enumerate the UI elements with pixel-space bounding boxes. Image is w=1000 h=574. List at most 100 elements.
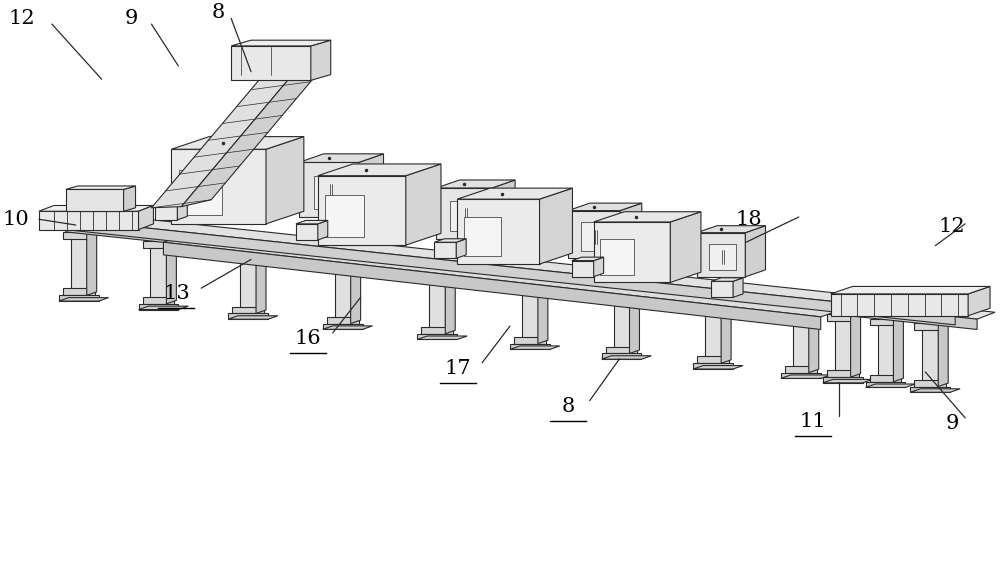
Polygon shape	[66, 189, 124, 211]
Polygon shape	[510, 346, 560, 350]
Polygon shape	[809, 306, 819, 373]
Polygon shape	[325, 195, 364, 236]
Text: 9: 9	[946, 414, 959, 433]
Polygon shape	[620, 203, 642, 258]
Polygon shape	[256, 247, 266, 313]
Polygon shape	[606, 347, 637, 354]
Polygon shape	[697, 300, 729, 307]
Polygon shape	[851, 311, 861, 377]
Text: 13: 13	[163, 284, 190, 304]
Polygon shape	[594, 212, 701, 222]
Polygon shape	[630, 287, 639, 354]
Polygon shape	[697, 232, 745, 277]
Polygon shape	[878, 319, 893, 382]
Polygon shape	[434, 239, 466, 242]
Polygon shape	[39, 205, 153, 211]
Polygon shape	[71, 232, 87, 296]
Polygon shape	[711, 281, 733, 297]
Text: 9: 9	[125, 9, 138, 28]
Polygon shape	[914, 323, 946, 330]
Polygon shape	[406, 164, 441, 245]
Polygon shape	[171, 149, 266, 224]
Polygon shape	[66, 222, 977, 329]
Polygon shape	[179, 170, 222, 215]
Polygon shape	[296, 220, 328, 224]
Polygon shape	[299, 162, 359, 217]
Polygon shape	[163, 234, 846, 317]
Text: 17: 17	[445, 359, 472, 378]
Polygon shape	[150, 241, 166, 304]
Polygon shape	[327, 261, 359, 267]
Polygon shape	[63, 232, 95, 239]
Polygon shape	[831, 294, 968, 316]
Polygon shape	[139, 304, 178, 309]
Polygon shape	[231, 46, 311, 80]
Polygon shape	[572, 261, 594, 277]
Polygon shape	[318, 164, 441, 176]
Polygon shape	[594, 222, 670, 282]
Polygon shape	[606, 290, 637, 297]
Polygon shape	[697, 356, 729, 363]
Polygon shape	[299, 154, 384, 162]
Polygon shape	[421, 270, 453, 277]
Polygon shape	[514, 281, 546, 288]
Polygon shape	[602, 356, 651, 359]
Polygon shape	[522, 281, 538, 344]
Polygon shape	[417, 336, 467, 339]
Polygon shape	[514, 337, 546, 344]
Polygon shape	[39, 211, 139, 230]
Polygon shape	[335, 261, 351, 324]
Polygon shape	[166, 237, 176, 304]
Polygon shape	[177, 200, 187, 220]
Polygon shape	[314, 176, 347, 209]
Polygon shape	[155, 204, 177, 220]
Polygon shape	[87, 229, 97, 296]
Polygon shape	[670, 212, 701, 282]
Polygon shape	[693, 363, 733, 369]
Polygon shape	[693, 366, 743, 369]
Polygon shape	[228, 316, 278, 319]
Polygon shape	[359, 154, 384, 217]
Polygon shape	[568, 203, 642, 211]
Text: 12: 12	[9, 9, 35, 28]
Polygon shape	[464, 218, 501, 256]
Polygon shape	[540, 188, 572, 264]
Polygon shape	[600, 239, 634, 275]
Polygon shape	[445, 267, 455, 333]
Polygon shape	[827, 314, 859, 321]
Polygon shape	[318, 220, 328, 240]
Polygon shape	[594, 257, 604, 277]
Polygon shape	[311, 40, 331, 80]
Polygon shape	[711, 278, 743, 281]
Polygon shape	[296, 224, 318, 240]
Polygon shape	[59, 296, 99, 301]
Polygon shape	[866, 384, 915, 387]
Polygon shape	[44, 217, 955, 325]
Polygon shape	[457, 188, 572, 199]
Polygon shape	[124, 186, 136, 211]
Polygon shape	[721, 297, 731, 363]
Polygon shape	[44, 210, 973, 315]
Polygon shape	[709, 244, 736, 270]
Polygon shape	[232, 307, 264, 313]
Polygon shape	[450, 201, 481, 231]
Polygon shape	[351, 257, 361, 324]
Polygon shape	[163, 242, 821, 329]
Polygon shape	[63, 289, 95, 296]
Polygon shape	[266, 137, 304, 224]
Polygon shape	[968, 286, 990, 316]
Polygon shape	[781, 375, 831, 378]
Text: 10: 10	[3, 210, 29, 229]
Polygon shape	[139, 306, 188, 309]
Polygon shape	[823, 379, 873, 383]
Polygon shape	[510, 344, 550, 350]
Polygon shape	[143, 241, 174, 247]
Polygon shape	[59, 298, 109, 301]
Polygon shape	[492, 180, 515, 239]
Polygon shape	[228, 313, 268, 319]
Polygon shape	[323, 324, 363, 329]
Polygon shape	[436, 188, 492, 239]
Polygon shape	[831, 286, 990, 294]
Polygon shape	[893, 315, 903, 382]
Polygon shape	[614, 290, 630, 354]
